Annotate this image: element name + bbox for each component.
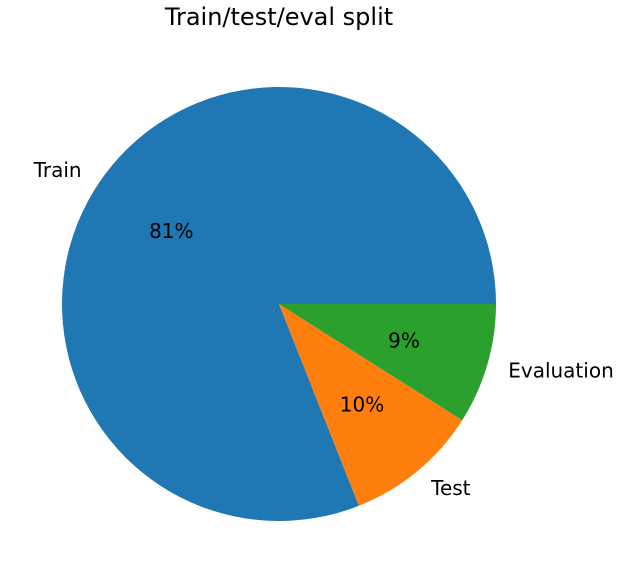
percent-label-test: 10% bbox=[340, 392, 384, 416]
pie-slice-test bbox=[279, 304, 463, 506]
pie-slices bbox=[62, 87, 497, 521]
slice-label-test: Test bbox=[430, 476, 471, 500]
percent-label-train: 81% bbox=[149, 219, 193, 243]
chart-title: Train/test/eval split bbox=[164, 3, 393, 31]
slice-label-train: Train bbox=[33, 158, 82, 182]
slice-label-evaluation: Evaluation bbox=[508, 359, 614, 383]
pie-labels: Train 81% Test 10% Evaluation 9% bbox=[33, 158, 614, 500]
pie-slice-evaluation bbox=[279, 304, 496, 421]
percent-label-evaluation: 9% bbox=[388, 328, 420, 352]
